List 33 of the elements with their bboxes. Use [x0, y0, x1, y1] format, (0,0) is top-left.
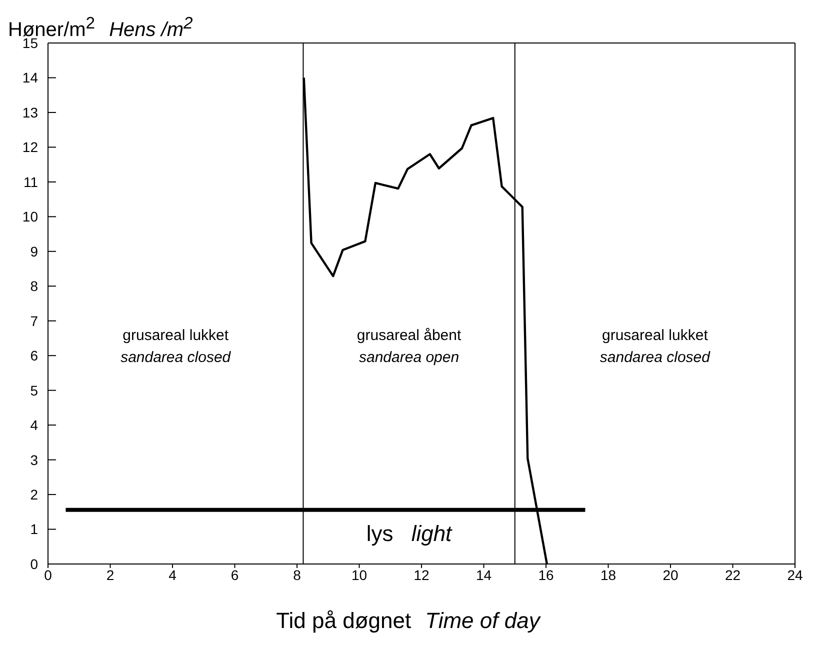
- x-tick-label: 6: [230, 566, 239, 583]
- annotation: grusareal åbent sandarea open: [356, 326, 462, 366]
- y-tick-label: 12: [22, 139, 38, 156]
- y-tick-label: 0: [30, 556, 38, 572]
- x-tick-label: 20: [662, 566, 678, 583]
- y-tick-label: 9: [30, 243, 38, 260]
- x-tick-label: 16: [538, 566, 554, 583]
- y-tick-label: 10: [22, 208, 38, 225]
- x-tick-label: 18: [600, 566, 616, 583]
- x-tick-label: 4: [168, 566, 177, 583]
- y-tick-label: 3: [30, 452, 38, 468]
- y-tick-label: 14: [22, 70, 38, 86]
- x-tick-label: 14: [476, 566, 492, 583]
- x-tick-label: 8: [293, 566, 302, 583]
- x-axis-title: Tid på døgnet Time of day: [276, 608, 540, 633]
- y-tick-label: 11: [23, 174, 38, 190]
- x-tick-label: 12: [414, 566, 430, 583]
- x-tick-label: 2: [106, 566, 114, 583]
- y-tick-label: 5: [30, 382, 38, 398]
- annotation: grusareal lukket sandarea closed: [120, 326, 232, 366]
- y-tick-label: 2: [30, 486, 38, 503]
- x-tick-label: 22: [724, 566, 741, 583]
- annotation: grusareal lukket sandarea closed: [600, 326, 711, 366]
- y-tick-label: 8: [30, 278, 38, 294]
- x-tick-label: 24: [787, 566, 803, 583]
- y-tick-label: 6: [30, 348, 38, 364]
- x-tick-label: 10: [351, 566, 368, 583]
- y-tick-label: 13: [22, 104, 38, 120]
- y-tick-label: 4: [30, 417, 38, 434]
- x-tick-label: 0: [44, 566, 52, 583]
- y-tick-label: 7: [30, 312, 38, 329]
- y-tick-label: 1: [30, 521, 38, 538]
- annotation: lys light: [366, 521, 453, 546]
